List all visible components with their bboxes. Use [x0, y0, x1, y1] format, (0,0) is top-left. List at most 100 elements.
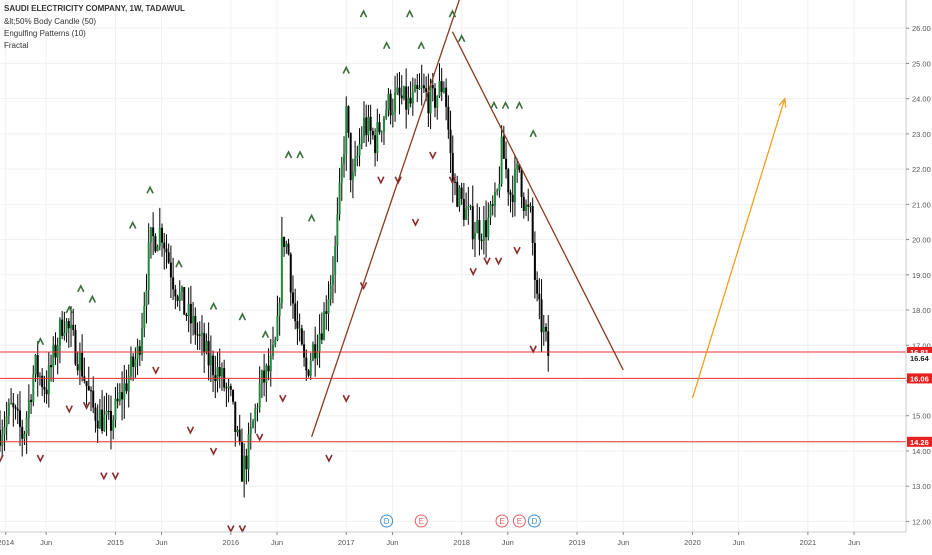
- candle-body: [165, 248, 168, 253]
- candle-body: [61, 319, 64, 336]
- fractal-down-mark: [359, 282, 368, 291]
- price-tick-label: 20.00: [912, 236, 931, 245]
- event-label: E: [517, 517, 522, 526]
- candle-body: [138, 346, 141, 355]
- fractal-down-mark: [469, 267, 477, 277]
- candle-body: [398, 87, 401, 96]
- candle-body: [112, 420, 115, 431]
- candle-body: [376, 122, 379, 154]
- fractal-down-mark: [483, 257, 491, 266]
- fractal-down-mark: [100, 472, 108, 481]
- candle-body: [516, 164, 519, 169]
- candle-body: [283, 237, 286, 247]
- candle-body: [134, 359, 137, 368]
- candle-body: [229, 386, 232, 390]
- price-tick-label: 22.00: [912, 165, 931, 174]
- candle-body: [258, 383, 261, 408]
- candle-body: [169, 262, 172, 278]
- candle-body: [263, 370, 266, 383]
- candle-body: [185, 314, 188, 317]
- fractal-up-mark: [342, 65, 350, 74]
- price-label-bg: [907, 436, 932, 447]
- time-tick-label: 2016: [222, 538, 239, 547]
- time-tick-label: 2015: [107, 538, 124, 547]
- event-marker: [512, 514, 526, 528]
- candle-body: [143, 306, 146, 329]
- indicator-fractal: Fractal: [4, 41, 29, 50]
- candle-body: [405, 86, 408, 110]
- time-tick-label: Jun: [617, 538, 629, 547]
- candle-body: [36, 355, 39, 378]
- price-tick-label: 13.00: [912, 482, 931, 491]
- price-tick-label: 25.00: [912, 59, 931, 68]
- fractal-up-mark: [284, 150, 293, 159]
- candle-body: [343, 154, 346, 164]
- candle-body: [174, 289, 177, 297]
- candle-body: [347, 106, 350, 133]
- candle-body: [267, 365, 270, 372]
- candle-body: [505, 158, 508, 170]
- candle-body: [225, 387, 228, 389]
- candle-body: [1, 434, 4, 446]
- forecast-arrowhead: [778, 97, 787, 108]
- price-axis: 12.0013.0014.0015.0016.0017.0018.0019.00…: [905, 0, 932, 532]
- fractal-up-mark: [501, 100, 510, 110]
- candle-body: [329, 284, 332, 300]
- candle-body: [356, 155, 359, 159]
- candle-body: [473, 233, 476, 240]
- time-tick-label: 2021: [800, 538, 817, 547]
- candle-body: [378, 122, 381, 133]
- candle-body: [365, 117, 368, 136]
- time-tick-label: Jun: [386, 538, 398, 547]
- candle-body: [362, 117, 365, 137]
- candle-body: [10, 402, 13, 404]
- fractal-up-mark: [457, 33, 466, 43]
- candle-body: [327, 299, 330, 314]
- chart-title: SAUDI ELECTRICITY COMPANY, 1W, TADAWUL: [4, 4, 185, 13]
- fractal-down-mark: [448, 176, 457, 185]
- candle-body: [5, 416, 8, 428]
- candle-body: [305, 357, 308, 371]
- candles: [0, 63, 550, 498]
- candle-body: [107, 410, 110, 412]
- candle-body: [389, 93, 392, 116]
- candle-body: [409, 97, 412, 104]
- candle-body: [14, 407, 17, 409]
- price-tick-label: 26.00: [912, 24, 931, 33]
- candle-body: [294, 303, 297, 322]
- candle-body: [445, 87, 448, 107]
- candle-body: [245, 455, 248, 470]
- candle-body: [460, 187, 463, 200]
- time-tick-label: Jun: [848, 538, 860, 547]
- candle-body: [289, 254, 292, 293]
- fractal-up-mark: [175, 259, 183, 268]
- candle-body: [418, 87, 421, 90]
- candle-body: [81, 352, 84, 377]
- event-label: E: [419, 517, 424, 526]
- candle-body: [360, 136, 363, 145]
- indicator-engulfing: Engulfing Patterns (10): [4, 29, 86, 38]
- fractal-up-mark: [382, 41, 391, 50]
- fractal-up-mark: [209, 301, 218, 310]
- candle-body: [485, 220, 488, 238]
- candle-body: [296, 321, 299, 329]
- candle-body: [207, 341, 210, 366]
- candle-body: [531, 206, 534, 243]
- candle-body: [76, 364, 79, 371]
- candle-body: [234, 401, 237, 433]
- candle-body: [12, 402, 15, 408]
- fractal-up-mark: [77, 284, 85, 293]
- price-tick-label: 17.00: [912, 341, 931, 350]
- candle-body: [70, 324, 73, 329]
- candle-body: [103, 414, 106, 431]
- candle-body: [203, 333, 206, 353]
- candle-body: [300, 328, 303, 345]
- fractal-down-mark: [186, 426, 195, 435]
- fractal-down-mark: [111, 472, 120, 481]
- price-label-bg: [907, 346, 932, 357]
- candle-body: [72, 324, 75, 330]
- candle-body: [440, 81, 443, 93]
